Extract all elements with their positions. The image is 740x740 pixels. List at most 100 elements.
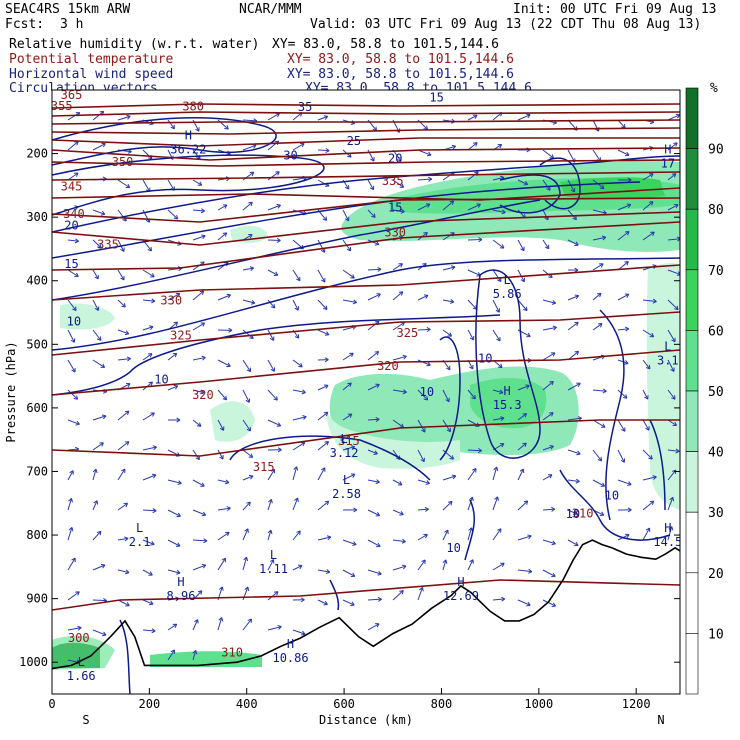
vector-arrowhead xyxy=(200,389,205,395)
vector-arrow xyxy=(567,417,582,421)
vector-arrow xyxy=(567,321,579,331)
vector-arrowhead xyxy=(175,292,181,298)
vector-arrowhead xyxy=(449,200,455,205)
theta-contour-label: 345 xyxy=(61,180,83,194)
vector-arrowhead xyxy=(599,263,604,268)
vector-arrowhead xyxy=(478,237,483,243)
vector-arrowhead xyxy=(451,474,457,480)
colorbar-unit: % xyxy=(710,81,718,96)
vector-arrow xyxy=(67,627,82,631)
vector-arrowhead xyxy=(375,479,380,485)
vector-arrowhead xyxy=(270,468,276,474)
vector-arrowhead xyxy=(449,298,455,304)
vector-arrowhead xyxy=(201,234,206,240)
vector-arrow xyxy=(292,564,303,571)
vector-arrow xyxy=(492,209,506,214)
y-tick-label: 400 xyxy=(26,274,48,288)
vector-arrowhead xyxy=(547,474,553,479)
vector-arrowhead xyxy=(574,294,580,300)
vector-arrow xyxy=(542,445,554,451)
vector-arrowhead xyxy=(645,364,651,370)
vector-arrowhead xyxy=(523,306,528,312)
vector-arrow xyxy=(67,591,80,601)
vector-arrow xyxy=(467,142,478,151)
x-tick-label: 800 xyxy=(431,697,453,711)
vector-arrow xyxy=(442,171,455,181)
vector-arrowhead xyxy=(624,326,630,332)
rh-blob-low-mid xyxy=(325,410,460,469)
theta-contour-line xyxy=(52,221,680,271)
vector-arrowhead xyxy=(650,231,655,236)
wind-contour-label: 10 xyxy=(605,489,619,503)
vector-arrowhead xyxy=(469,496,474,502)
vector-arrowhead xyxy=(124,441,130,446)
vector-arrowhead xyxy=(497,144,503,149)
vector-arrow xyxy=(192,419,202,427)
vector-arrowhead xyxy=(222,232,228,237)
vector-arrow xyxy=(542,209,549,221)
vector-arrowhead xyxy=(574,541,579,547)
x-tick-label: 200 xyxy=(139,697,161,711)
terrain-line xyxy=(52,539,680,670)
vector-arrowhead xyxy=(602,388,607,394)
vector-arrowhead xyxy=(99,442,104,447)
vector-arrowhead xyxy=(520,246,525,252)
fcst-label: Fcst: xyxy=(5,17,44,32)
vector-arrowhead xyxy=(350,445,356,450)
vector-arrow xyxy=(567,449,581,455)
vector-arrow xyxy=(217,449,224,460)
vector-arrow xyxy=(317,149,330,152)
vector-arrowhead xyxy=(94,306,100,311)
vector-arrowhead xyxy=(622,394,628,399)
vector-arrowhead xyxy=(250,299,256,305)
extremum-kind: H xyxy=(457,575,464,589)
vector-arrowhead xyxy=(276,237,281,243)
colorbar-label: 70 xyxy=(708,264,724,279)
vector-arrowhead xyxy=(124,330,130,336)
vector-arrow xyxy=(192,356,206,361)
vector-arrow xyxy=(517,442,527,451)
vector-arrow xyxy=(192,149,201,160)
vector-arrow xyxy=(617,293,630,301)
colorbar-label: 60 xyxy=(708,324,724,339)
vector-arrowhead xyxy=(447,332,453,337)
wind-contour-line xyxy=(649,419,666,511)
vector-arrow xyxy=(92,329,102,341)
extremum-value: 15.3 xyxy=(493,398,522,412)
vector-arrow xyxy=(467,449,482,452)
vector-arrowhead xyxy=(620,458,626,463)
theta-contour-line xyxy=(52,171,680,181)
vector-arrowhead xyxy=(244,528,249,533)
vector-arrowhead xyxy=(645,426,650,431)
vector-arrowhead xyxy=(497,528,502,533)
theta-contour-label: 325 xyxy=(397,326,419,340)
y-tick-label: 700 xyxy=(26,464,48,478)
vector-arrow xyxy=(667,389,676,400)
wind-contour-label: 20 xyxy=(64,218,78,232)
theta-contour-label: 310 xyxy=(572,506,594,520)
vector-arrowhead xyxy=(501,596,506,602)
vector-arrowhead xyxy=(369,185,375,191)
vector-arrowhead xyxy=(126,356,131,362)
vector-arrow xyxy=(192,564,206,571)
vector-arrowhead xyxy=(176,417,181,423)
theta-contour-label: 330 xyxy=(160,293,182,307)
extremum-value: 12.69 xyxy=(443,589,479,603)
vector-arrow xyxy=(267,359,275,372)
vector-arrowhead xyxy=(147,246,152,252)
vector-arrow xyxy=(117,569,130,574)
theta-contour-label: 315 xyxy=(253,460,275,474)
vector-arrowhead xyxy=(397,481,403,486)
vector-arrow xyxy=(317,269,326,283)
vector-arrowhead xyxy=(673,142,678,147)
vector-arrow xyxy=(542,179,551,191)
vector-arrowhead xyxy=(426,361,431,367)
vector-arrow xyxy=(242,359,251,372)
vector-arrowhead xyxy=(70,338,76,343)
vector-arrowhead xyxy=(71,557,76,563)
vector-arrow xyxy=(317,467,326,481)
extremum-value: 5.86 xyxy=(493,287,522,301)
vector-arrowhead xyxy=(523,180,529,186)
vector-arrow xyxy=(667,526,673,541)
vector-arrow xyxy=(267,239,281,242)
